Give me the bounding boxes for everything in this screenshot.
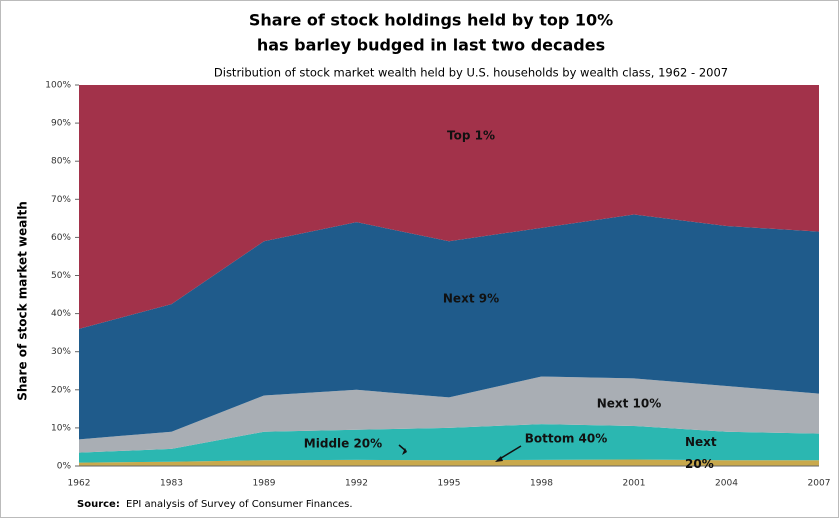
x-tick-label: 2001 bbox=[623, 479, 646, 489]
source: EPI analysis of Survey of Consumer Finan… bbox=[126, 499, 353, 510]
x-tick-label: 2007 bbox=[808, 479, 831, 489]
y-tick-label: 50% bbox=[51, 271, 71, 281]
x-tick-label: 1983 bbox=[160, 479, 183, 489]
y-axis-label: Share of stock market wealth bbox=[16, 201, 30, 401]
area bbox=[79, 214, 819, 440]
area-label: Middle 20% bbox=[304, 437, 382, 451]
y-tick-label: 0% bbox=[57, 462, 72, 472]
x-tick-label: 1995 bbox=[438, 479, 461, 489]
area-label: Top 1% bbox=[447, 129, 495, 143]
x-tick-label: 2004 bbox=[715, 479, 738, 489]
y-tick-label: 20% bbox=[51, 385, 71, 395]
area-label: Next 10% bbox=[597, 397, 662, 411]
y-tick-label: 100% bbox=[45, 81, 71, 91]
area bbox=[79, 459, 819, 466]
area bbox=[79, 85, 819, 329]
chart-subtitle: Distribution of stock market wealth held… bbox=[214, 66, 728, 80]
y-tick-label: 30% bbox=[51, 347, 71, 357]
annotation: Next 20% bbox=[685, 435, 717, 471]
y-tick-label: 70% bbox=[51, 195, 71, 205]
x-tick-label: 1989 bbox=[253, 479, 276, 489]
arrowhead bbox=[402, 448, 407, 455]
chart-title: has barley budged in last two decades bbox=[257, 36, 605, 55]
arrowhead bbox=[495, 456, 503, 462]
arrow bbox=[497, 445, 522, 461]
chart-title: Share of stock holdings held by top 10% bbox=[249, 11, 613, 30]
y-tick-label: 40% bbox=[51, 309, 71, 319]
x-tick-label: 1992 bbox=[345, 479, 368, 489]
source-label: Source: bbox=[77, 499, 120, 510]
y-tick-label: 10% bbox=[51, 423, 71, 433]
y-tick-label: 80% bbox=[51, 157, 71, 167]
area bbox=[79, 424, 819, 463]
area-label: Bottom 40% bbox=[525, 432, 608, 446]
area-label: Next 9% bbox=[443, 292, 499, 306]
x-tick-label: 1998 bbox=[530, 479, 553, 489]
y-tick-label: 60% bbox=[51, 233, 71, 243]
y-tick-label: 90% bbox=[51, 119, 71, 129]
areas bbox=[79, 85, 819, 466]
x-tick-label: 1962 bbox=[68, 479, 91, 489]
